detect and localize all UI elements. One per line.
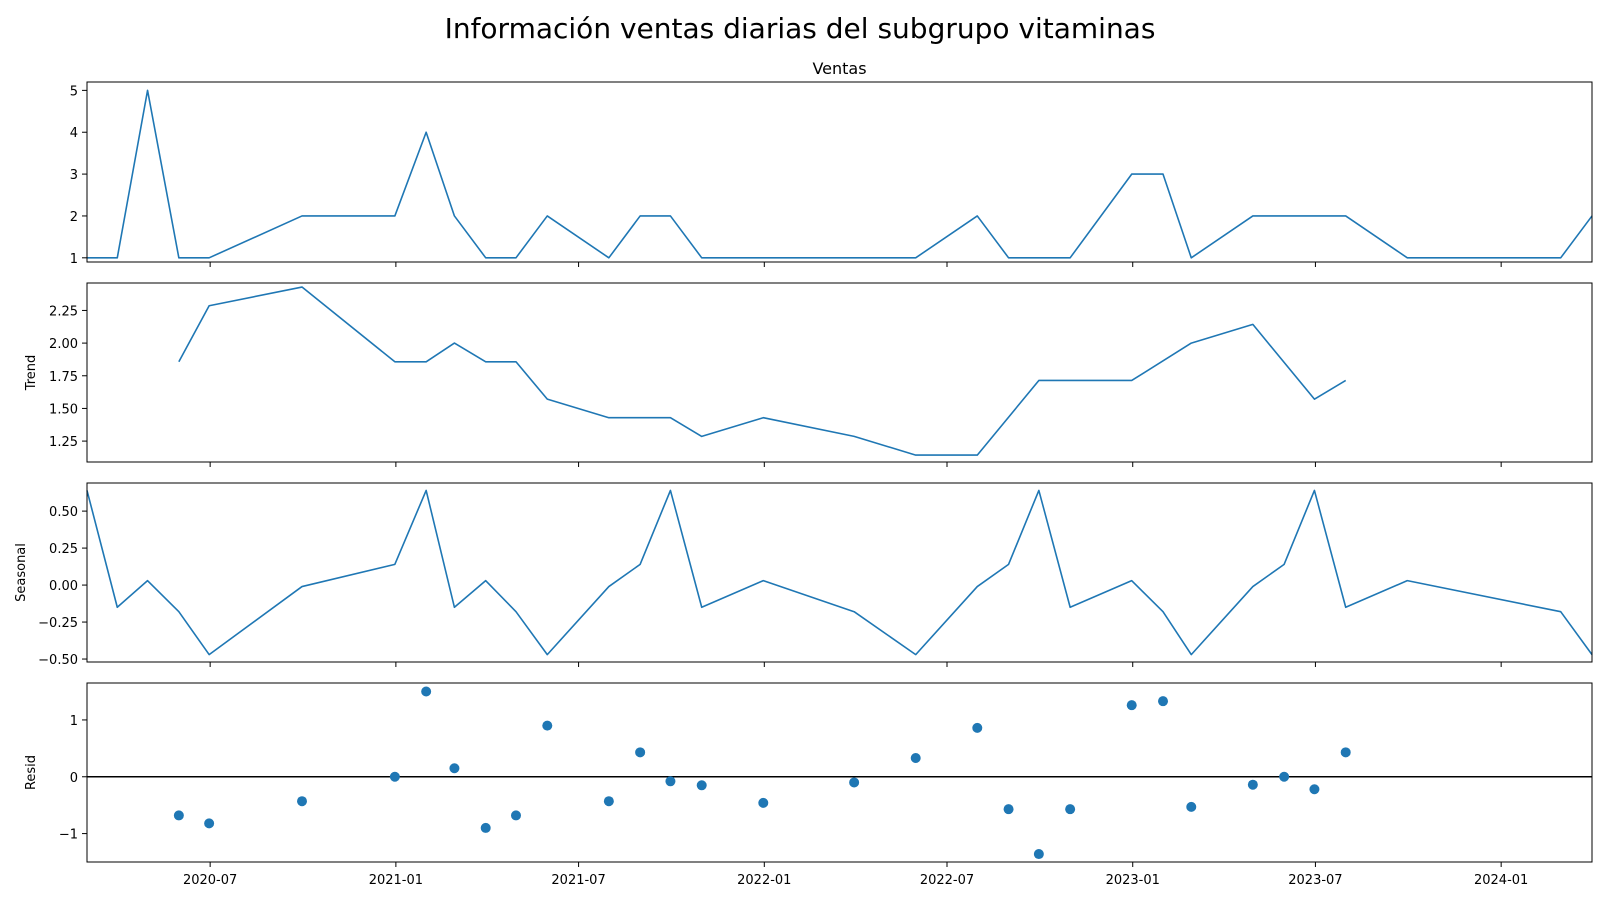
panel-1-frame	[86, 81, 1593, 263]
panel-1-ytick-label: 1	[70, 252, 78, 267]
panel-2-ytick-label: 1.25	[49, 435, 78, 450]
panel-4-point	[480, 822, 491, 833]
panel-4-point	[510, 810, 521, 821]
panel-4-point	[297, 796, 307, 807]
xtick-label: 2021-01	[369, 873, 423, 888]
panel-4-ytick-label: 0	[70, 771, 78, 786]
panel-3-ytick-label: 0.25	[49, 542, 78, 557]
panel-2-ytick-label: 2.25	[49, 304, 78, 319]
panel-4-ytick-label: 1	[70, 714, 78, 729]
panel-2-frame	[86, 282, 1593, 463]
panel-4-point	[1279, 771, 1290, 782]
panel-1-series-line	[87, 89, 1593, 259]
panel-4-point	[173, 810, 184, 821]
panel-4-point	[603, 796, 614, 807]
panel-1-title: Ventas	[812, 59, 866, 78]
panel-1-ytick-label: 3	[70, 168, 78, 183]
panel-4-point	[696, 780, 707, 791]
xtick-label: 2022-07	[920, 873, 974, 888]
panel-1-ytick-label: 2	[70, 210, 78, 225]
panel-4-point	[389, 771, 400, 782]
panel-1-ytick-label: 4	[70, 126, 78, 141]
panel-2-series-line	[178, 286, 1347, 456]
panel-4-ytick-label: −1	[59, 828, 78, 843]
xtick-label: 2023-01	[1106, 873, 1160, 888]
panel-4-point	[1186, 801, 1197, 812]
figure-title: Información ventas diarias del subgrupo …	[444, 12, 1156, 45]
panel-3-ytick-label: 0.50	[49, 505, 78, 520]
panel-3-ytick-label: −0.50	[38, 653, 78, 668]
panel-2-ytick-label: 1.50	[49, 402, 78, 417]
panel-4-point	[665, 776, 676, 787]
panel-4-point	[849, 777, 860, 788]
panel-4-point	[1247, 779, 1258, 790]
panel-4-point	[1309, 784, 1320, 795]
panel-4-point	[635, 747, 646, 758]
panel-4-point	[421, 686, 432, 697]
panel-3-ytick-label: −0.25	[38, 616, 78, 631]
panel-4-point	[1003, 804, 1014, 815]
panel-4-point	[449, 763, 460, 774]
panel-3-ytick-label: 0.00	[49, 579, 78, 594]
xtick-label: 2023-07	[1288, 873, 1342, 888]
panel-4-point	[1033, 849, 1044, 860]
xtick-label: 2022-01	[737, 873, 791, 888]
panel-3-frame	[86, 482, 1593, 663]
panel-4-ylabel: Resid	[24, 755, 39, 790]
xtick-label: 2020-07	[183, 873, 237, 888]
panel-4-point	[1126, 700, 1137, 711]
panel-4-point	[1158, 696, 1169, 707]
panel-3-ylabel: Seasonal	[14, 543, 29, 602]
panel-2-ylabel: Trend	[24, 355, 39, 392]
panel-2-ytick-label: 1.75	[49, 370, 78, 385]
xtick-label: 2024-01	[1474, 873, 1528, 888]
panel-4-point	[972, 722, 983, 733]
panel-4-point	[204, 818, 215, 829]
panel-2-ytick-label: 2.00	[49, 337, 78, 352]
panel-4-point	[910, 753, 921, 764]
panel-4-point	[758, 797, 769, 808]
panel-4-point	[542, 720, 553, 731]
xtick-label: 2021-07	[551, 873, 605, 888]
panel-4-point	[1065, 804, 1076, 815]
panel-1-ytick-label: 5	[70, 84, 78, 99]
panel-4-point	[1340, 747, 1351, 758]
panel-3-series-line	[86, 489, 1593, 656]
panel-4-frame	[86, 682, 1593, 863]
